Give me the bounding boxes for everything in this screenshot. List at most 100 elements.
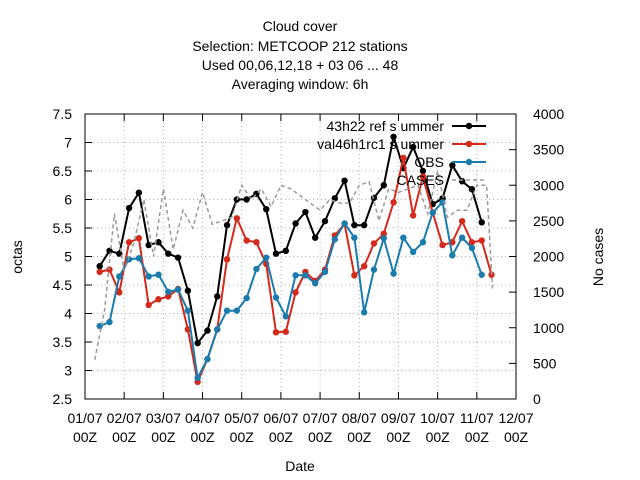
x-tick-label-time: 00Z (269, 429, 294, 445)
legend-marker (465, 158, 473, 166)
x-tick-label-time: 00Z (465, 429, 490, 445)
x-tick-label-date: 07/07 (303, 410, 338, 426)
data-point (360, 309, 368, 316)
data-point (96, 268, 103, 276)
data-point (419, 167, 427, 175)
legend: 43h22 ref s ummer val46h1rc1 s ummer OBS CA… (317, 118, 486, 188)
x-tick-label-time: 00Z (230, 429, 255, 445)
legend-marker (465, 122, 473, 130)
data-point (106, 318, 113, 326)
y-tick-label: 5.5 (53, 220, 73, 236)
y-tick-label: 5 (64, 249, 72, 265)
x-tick-labels: 01/07 00Z 02/07 00Z 03/07 00Z 04/07 00Z 05/07 00Z… (67, 410, 533, 445)
x-tick-label-date: 12/07 (498, 410, 533, 426)
x-tick-label-date: 11/07 (460, 410, 494, 426)
series-val46h1rc1-summer (96, 154, 495, 386)
y-tick-label: 4 (64, 306, 72, 322)
data-point (214, 293, 221, 300)
data-point (478, 237, 485, 244)
data-point (439, 241, 446, 249)
data-point (478, 271, 485, 278)
y2-tick-label: 1500 (533, 284, 564, 300)
data-point (233, 215, 241, 222)
y-tick-label: 7.5 (53, 106, 73, 122)
data-point (194, 339, 201, 347)
data-point (351, 234, 358, 241)
data-point (125, 239, 133, 246)
data-point (380, 230, 387, 237)
data-point (390, 199, 397, 206)
data-point (155, 296, 162, 303)
data-point (390, 270, 397, 277)
data-point (341, 220, 348, 227)
y-tick-label: 7 (64, 135, 72, 151)
data-point (253, 239, 260, 246)
data-point (155, 271, 162, 278)
data-point (165, 250, 172, 257)
legend-item: val46h1rc1 s ummer (317, 136, 486, 152)
y2-tick-label: 0 (533, 391, 541, 407)
x-axis-label: Date (285, 458, 315, 474)
x-tick-label-date: 08/07 (342, 410, 377, 426)
data-point (390, 133, 397, 140)
data-point (165, 293, 172, 300)
data-point (282, 247, 290, 254)
data-point (204, 327, 211, 334)
y2-tick-labels: 0 500 1000 1500 2000 2500 3000 3500 4000 (533, 106, 564, 407)
series-layer (94, 133, 495, 386)
y2-tick-label: 1000 (533, 320, 564, 336)
data-point (409, 212, 417, 219)
data-point (321, 268, 329, 276)
legend-item: OBS (414, 154, 486, 170)
x-tick-label-time: 00Z (504, 429, 529, 445)
data-point (106, 247, 113, 254)
legend-label: OBS (414, 154, 444, 170)
data-point (458, 178, 466, 185)
data-point (360, 221, 368, 229)
x-tick-label-time: 00Z (151, 429, 176, 445)
x-tick-label-date: 06/07 (263, 410, 298, 426)
data-point (145, 241, 152, 249)
x-tick-label-date: 04/07 (185, 410, 220, 426)
data-point (400, 234, 407, 241)
y-tick-label: 6.5 (53, 163, 73, 179)
y2-axis-label: No cases (590, 228, 606, 286)
y2-tick-label: 3000 (533, 177, 564, 193)
data-point (204, 355, 211, 363)
data-point (184, 307, 192, 314)
data-point (282, 313, 290, 320)
x-tick-label-time: 00Z (73, 429, 98, 445)
data-point (272, 329, 280, 336)
data-point (478, 219, 485, 226)
data-point (331, 236, 338, 243)
data-point (409, 248, 417, 256)
data-point (370, 240, 378, 247)
data-point (96, 262, 103, 270)
x-tick-label-date: 05/07 (224, 410, 259, 426)
x-tick-label-time: 00Z (386, 429, 411, 445)
data-point (106, 266, 113, 273)
data-point (468, 239, 476, 246)
data-point (223, 307, 231, 314)
legend-label: 43h22 ref s ummer (327, 118, 445, 134)
title-line-3: Used 00,06,12,18 + 03 06 ... 48 (202, 57, 399, 73)
data-point (449, 162, 456, 169)
data-point (468, 244, 476, 252)
data-point (282, 328, 290, 335)
data-point (468, 186, 476, 193)
x-tick-label-date: 01/07 (67, 410, 102, 426)
data-point (223, 256, 231, 263)
data-point (116, 289, 123, 296)
data-point (174, 286, 182, 293)
data-point (449, 252, 456, 259)
x-tick-label-time: 00Z (426, 429, 451, 445)
data-point (380, 235, 387, 242)
data-point (253, 265, 260, 273)
data-point (165, 288, 172, 296)
data-point (243, 237, 250, 244)
data-point (311, 234, 319, 241)
legend-label: val46h1rc1 s ummer (317, 136, 444, 152)
y2-tick-label: 500 (533, 355, 557, 371)
data-point (155, 239, 162, 246)
